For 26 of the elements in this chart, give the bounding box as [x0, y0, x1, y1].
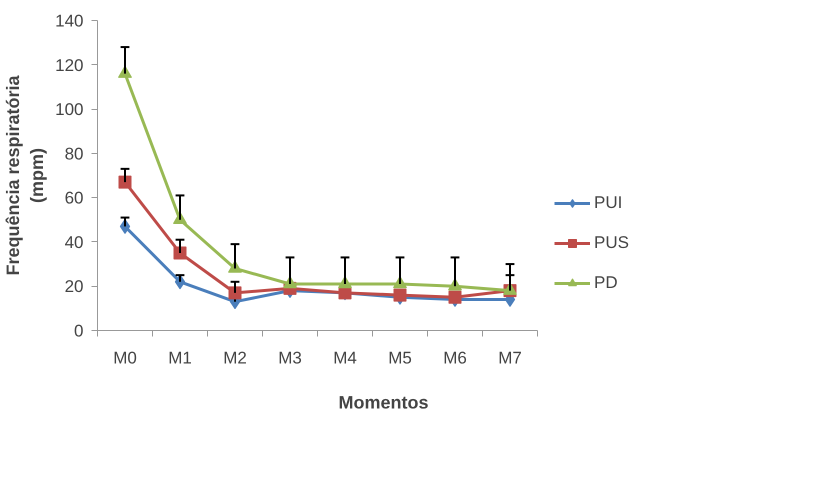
- legend-label: PUI: [594, 192, 622, 213]
- y-tick-label: 100: [55, 100, 84, 120]
- x-axis-title: Momentos: [338, 392, 428, 412]
- x-tick-label: M1: [168, 348, 192, 368]
- legend-label: PUS: [594, 232, 629, 253]
- x-tick-label: M0: [113, 348, 137, 368]
- x-tick-label: M7: [498, 348, 522, 368]
- y-axis-title: Frequência respiratória (mpm): [3, 74, 48, 276]
- y-tick-label: 140: [55, 12, 84, 30]
- point: [228, 286, 242, 300]
- x-tick-label: M4: [333, 348, 357, 368]
- y-tick-label: 0: [74, 322, 84, 340]
- point: [448, 290, 462, 304]
- point: [174, 246, 186, 260]
- y-tick-label: 40: [64, 232, 84, 252]
- y-tick-label: 60: [64, 188, 84, 208]
- legend-label: PD: [594, 272, 618, 293]
- y-tick-label: 120: [55, 56, 84, 75]
- x-tick-label: M3: [278, 348, 302, 368]
- point: [118, 176, 132, 189]
- x-tick-label: M2: [223, 348, 247, 368]
- point: [394, 288, 406, 302]
- x-tick-label: M5: [388, 348, 412, 368]
- x-tick-label: M6: [443, 348, 467, 368]
- y-tick-label: 80: [64, 144, 84, 164]
- y-tick-label: 20: [64, 277, 84, 296]
